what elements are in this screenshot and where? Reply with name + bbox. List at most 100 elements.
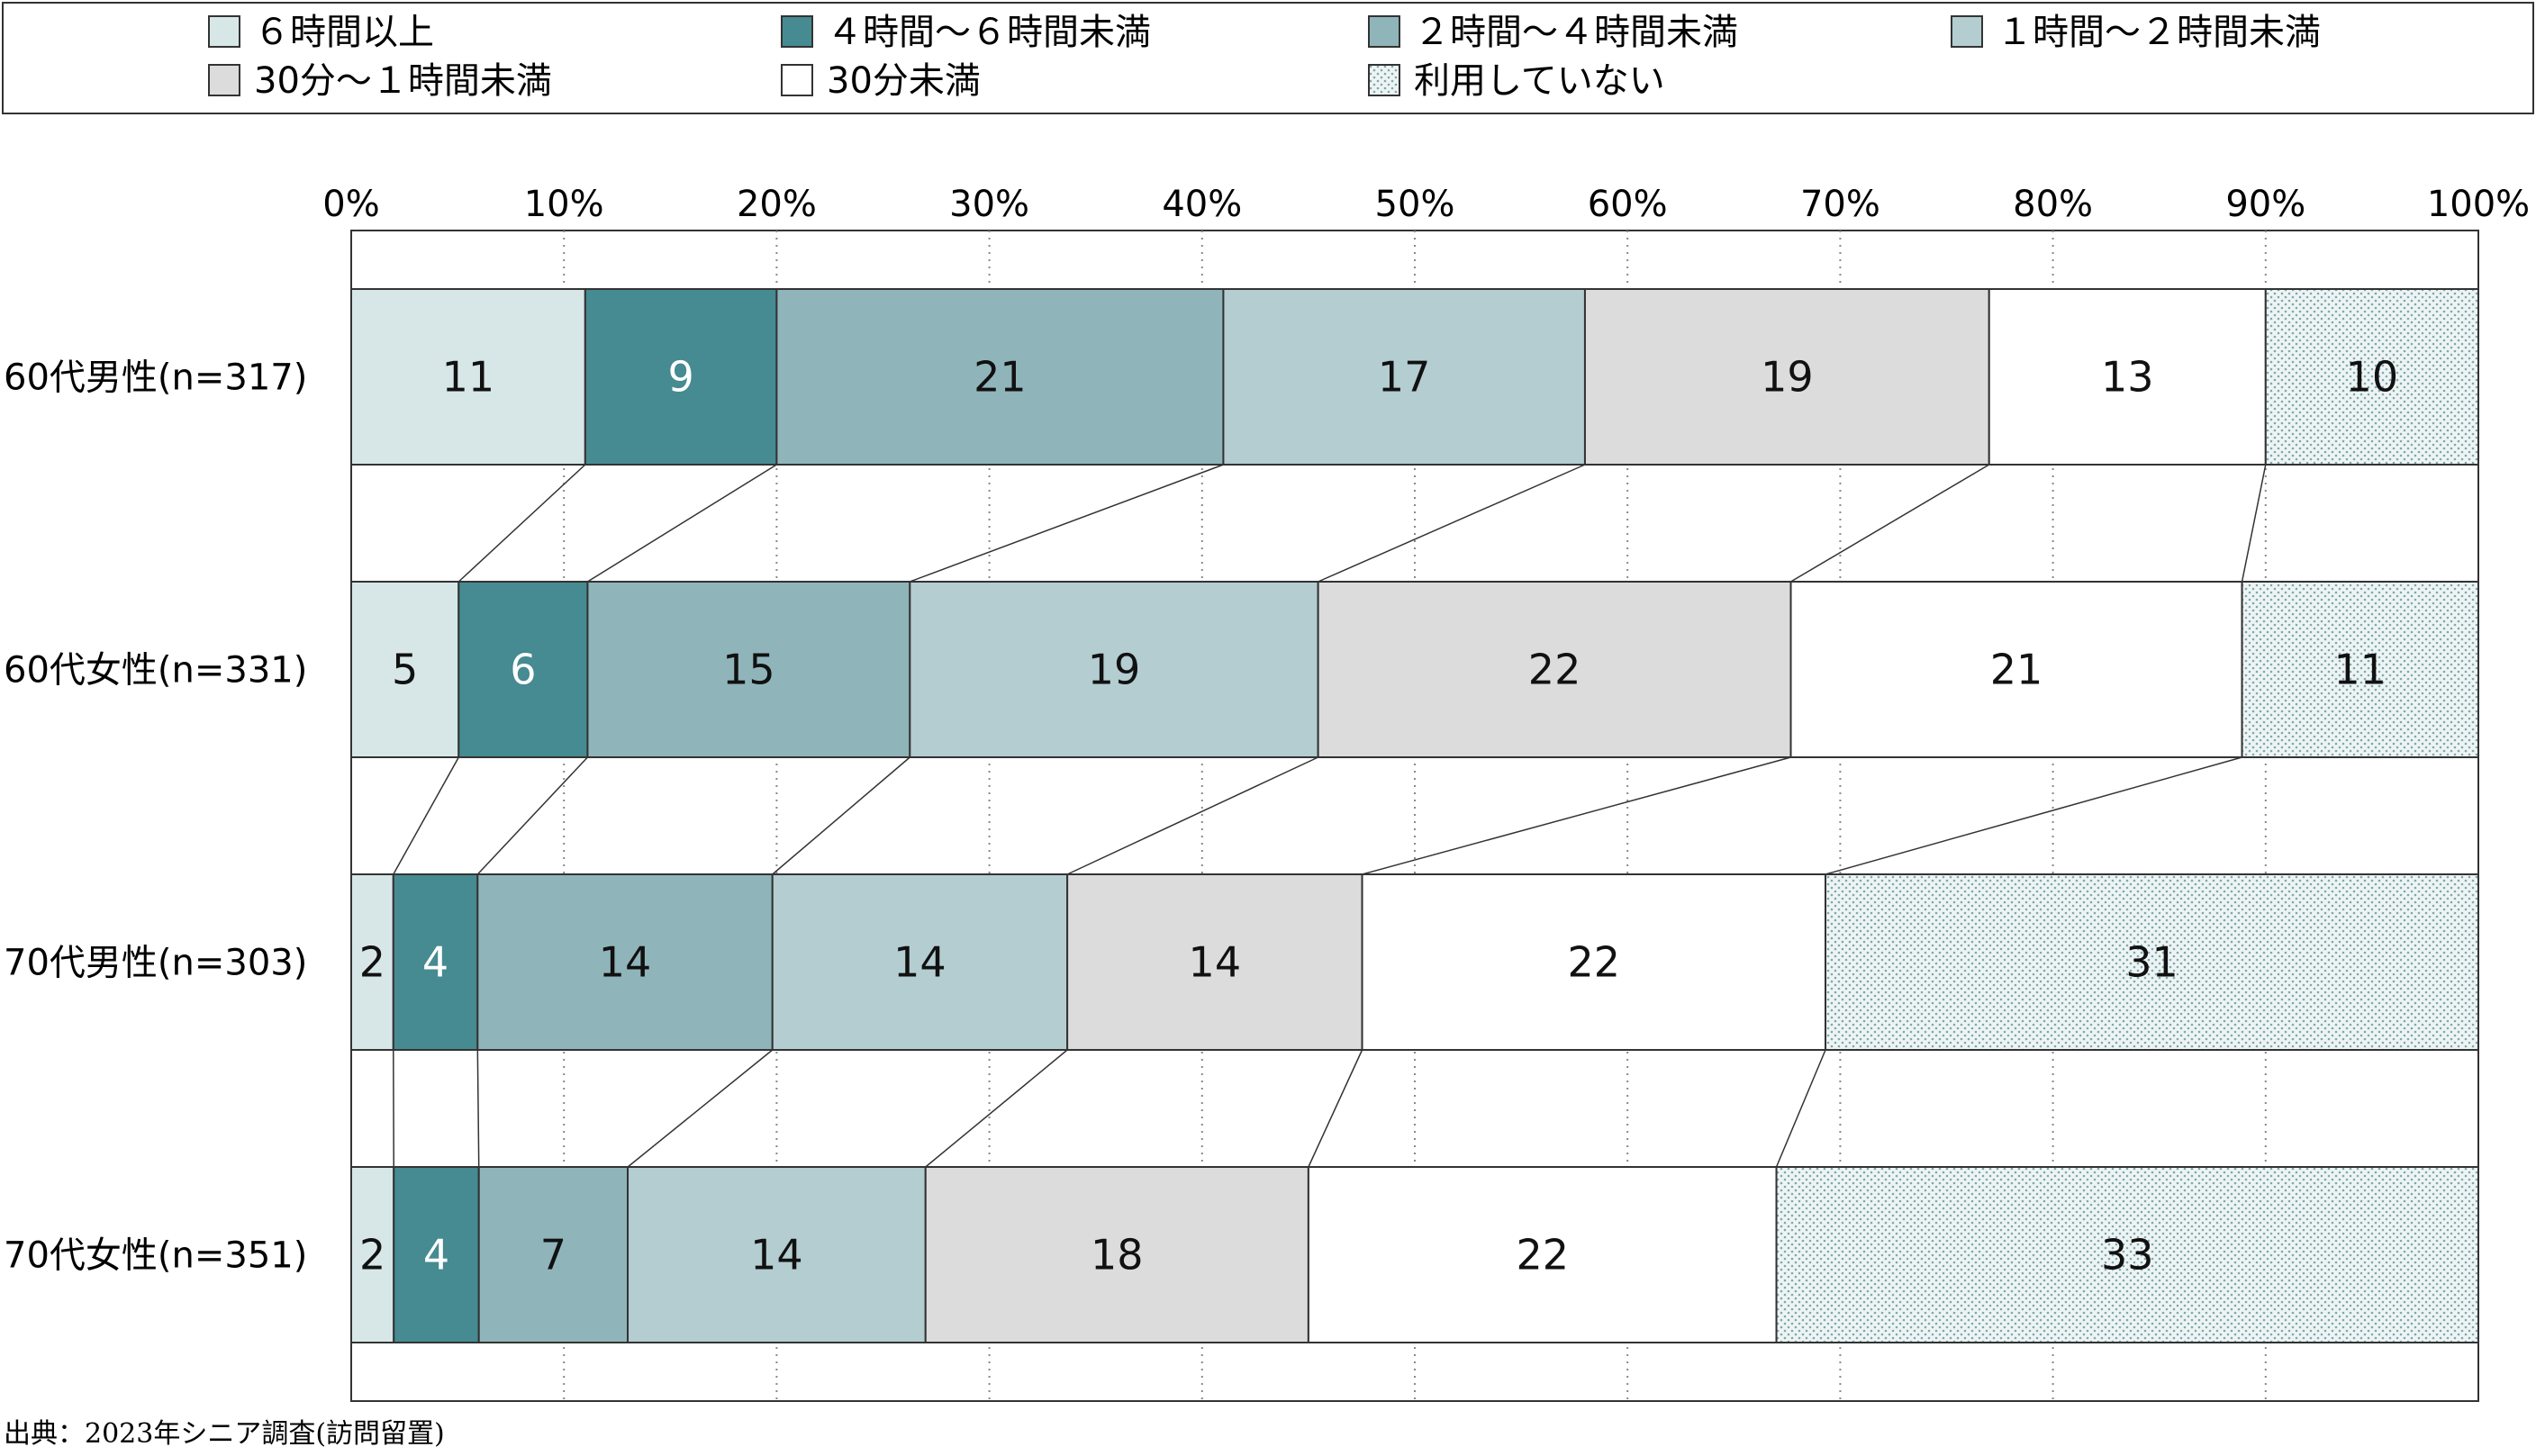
bar-segment	[1825, 873, 2479, 1051]
connector-line	[457, 464, 586, 583]
data-label: 9	[667, 353, 693, 402]
legend-label: 30分未満	[827, 60, 981, 102]
bar-segment	[476, 873, 774, 1051]
data-label: 22	[1568, 938, 1621, 987]
category-label: 60代女性(n=331)	[4, 650, 307, 692]
legend-label: １時間～２時間未満	[1997, 12, 2321, 53]
data-label: 4	[423, 1231, 449, 1280]
data-label: 19	[1088, 646, 1141, 694]
x-tick-label: 60%	[1588, 184, 1668, 225]
legend-label: ２時間～４時間未満	[1414, 12, 1738, 53]
connector-line	[1825, 756, 2242, 875]
bar-segment	[584, 288, 778, 466]
x-tick-label: 40%	[1162, 184, 1242, 225]
bar-segment	[1066, 873, 1363, 1051]
bar-segment	[924, 1166, 1309, 1343]
x-tick-label: 50%	[1375, 184, 1455, 225]
data-label: 22	[1516, 1231, 1569, 1280]
data-label: 2	[359, 1231, 385, 1280]
connector-line	[627, 1049, 774, 1168]
legend: ６時間以上 ４時間～６時間未満 ２時間～４時間未満 １時間～２時間未満 30分～１時間未…	[2, 2, 2534, 114]
legend-label: 30分～１時間未満	[254, 60, 552, 102]
data-label: 5	[392, 646, 418, 694]
x-tick-label: 0%	[322, 184, 379, 225]
bar-segment	[1789, 581, 2243, 758]
bar-segment	[586, 581, 911, 758]
data-label: 11	[442, 353, 495, 402]
category-label: 70代女性(n=351)	[4, 1235, 307, 1277]
data-label: 21	[1990, 646, 2043, 694]
data-label: 19	[1761, 353, 1814, 402]
legend-swatch	[1368, 15, 1400, 48]
bar-segment	[350, 873, 394, 1051]
bar-segment	[1775, 1166, 2480, 1343]
x-tick-label: 70%	[1800, 184, 1880, 225]
bar-segment	[771, 873, 1069, 1051]
data-label: 14	[1189, 938, 1242, 987]
data-label: 15	[722, 646, 775, 694]
x-tick-label: 90%	[2225, 184, 2305, 225]
connector-lines	[393, 464, 2267, 1168]
legend-swatch	[781, 15, 813, 48]
connector-line	[587, 464, 777, 583]
bar-segment	[1307, 1166, 1778, 1343]
data-label: 7	[540, 1231, 566, 1280]
connector-line	[476, 756, 588, 875]
bar-segment	[775, 288, 1225, 466]
data-label: 31	[2125, 938, 2178, 987]
connector-line	[1066, 756, 1318, 875]
bar-segment	[2264, 288, 2480, 466]
connector-line	[1362, 756, 1791, 875]
data-label: 4	[422, 938, 448, 987]
x-axis: 0% 10% 20% 30% 40% 50% 60% 70% 80% 90% 100%	[322, 184, 2530, 225]
x-tick-label: 80%	[2013, 184, 2093, 225]
category-labels: 60代男性(n=317) 60代女性(n=331) 70代男性(n=303) 70代女…	[4, 357, 307, 1277]
data-label: 14	[893, 938, 946, 987]
bar-segment	[1317, 581, 1792, 758]
x-tick-label: 10%	[524, 184, 604, 225]
connector-line	[393, 756, 459, 875]
bar-segment	[2241, 581, 2480, 758]
x-tick-label: 30%	[949, 184, 1029, 225]
data-label: 14	[599, 938, 652, 987]
data-label: 21	[974, 353, 1027, 402]
category-label: 70代男性(n=303)	[4, 943, 307, 984]
connector-line	[2241, 464, 2267, 583]
bar-segment	[1583, 288, 1990, 466]
legend-label: ４時間～６時間未満	[827, 12, 1151, 53]
data-label: 33	[2101, 1231, 2154, 1280]
legend-swatch	[208, 15, 240, 48]
bar-segment	[350, 288, 586, 466]
data-label: 14	[750, 1231, 803, 1280]
bars: 11 9 21 17 19 13 105 6 15 19 22 21 112 4 14 14 14 22 312 4 7…	[350, 288, 2480, 1343]
data-label: 18	[1091, 1231, 1144, 1280]
bar-segment	[627, 1166, 927, 1343]
legend-label: 利用していない	[1414, 60, 1665, 102]
data-label: 10	[2346, 353, 2399, 402]
bar-segment	[1988, 288, 2267, 466]
source-note: 出典：2023年シニア調査(訪問留置)	[4, 1418, 445, 1450]
category-label: 60代男性(n=317)	[4, 357, 307, 399]
data-label: 17	[1378, 353, 1431, 402]
connector-line	[925, 1049, 1068, 1168]
data-label: 13	[2101, 353, 2154, 402]
legend-swatch	[1368, 64, 1400, 96]
bar-segment	[350, 1166, 395, 1343]
connector-line	[1775, 1049, 1826, 1168]
data-label: 2	[359, 938, 385, 987]
connector-line	[1318, 464, 1586, 583]
data-label: 11	[2334, 646, 2387, 694]
legend-swatch	[1951, 15, 1983, 48]
x-tick-label: 20%	[737, 184, 817, 225]
connector-line	[910, 464, 1224, 583]
connector-line	[1790, 464, 1990, 583]
legend-swatch	[208, 64, 240, 96]
data-label: 6	[510, 646, 536, 694]
connector-line	[772, 756, 910, 875]
x-tick-label: 100%	[2427, 184, 2530, 225]
data-label: 22	[1528, 646, 1581, 694]
legend-frame	[2, 2, 2534, 114]
bar-segment	[1222, 288, 1586, 466]
connector-line	[476, 1049, 480, 1168]
